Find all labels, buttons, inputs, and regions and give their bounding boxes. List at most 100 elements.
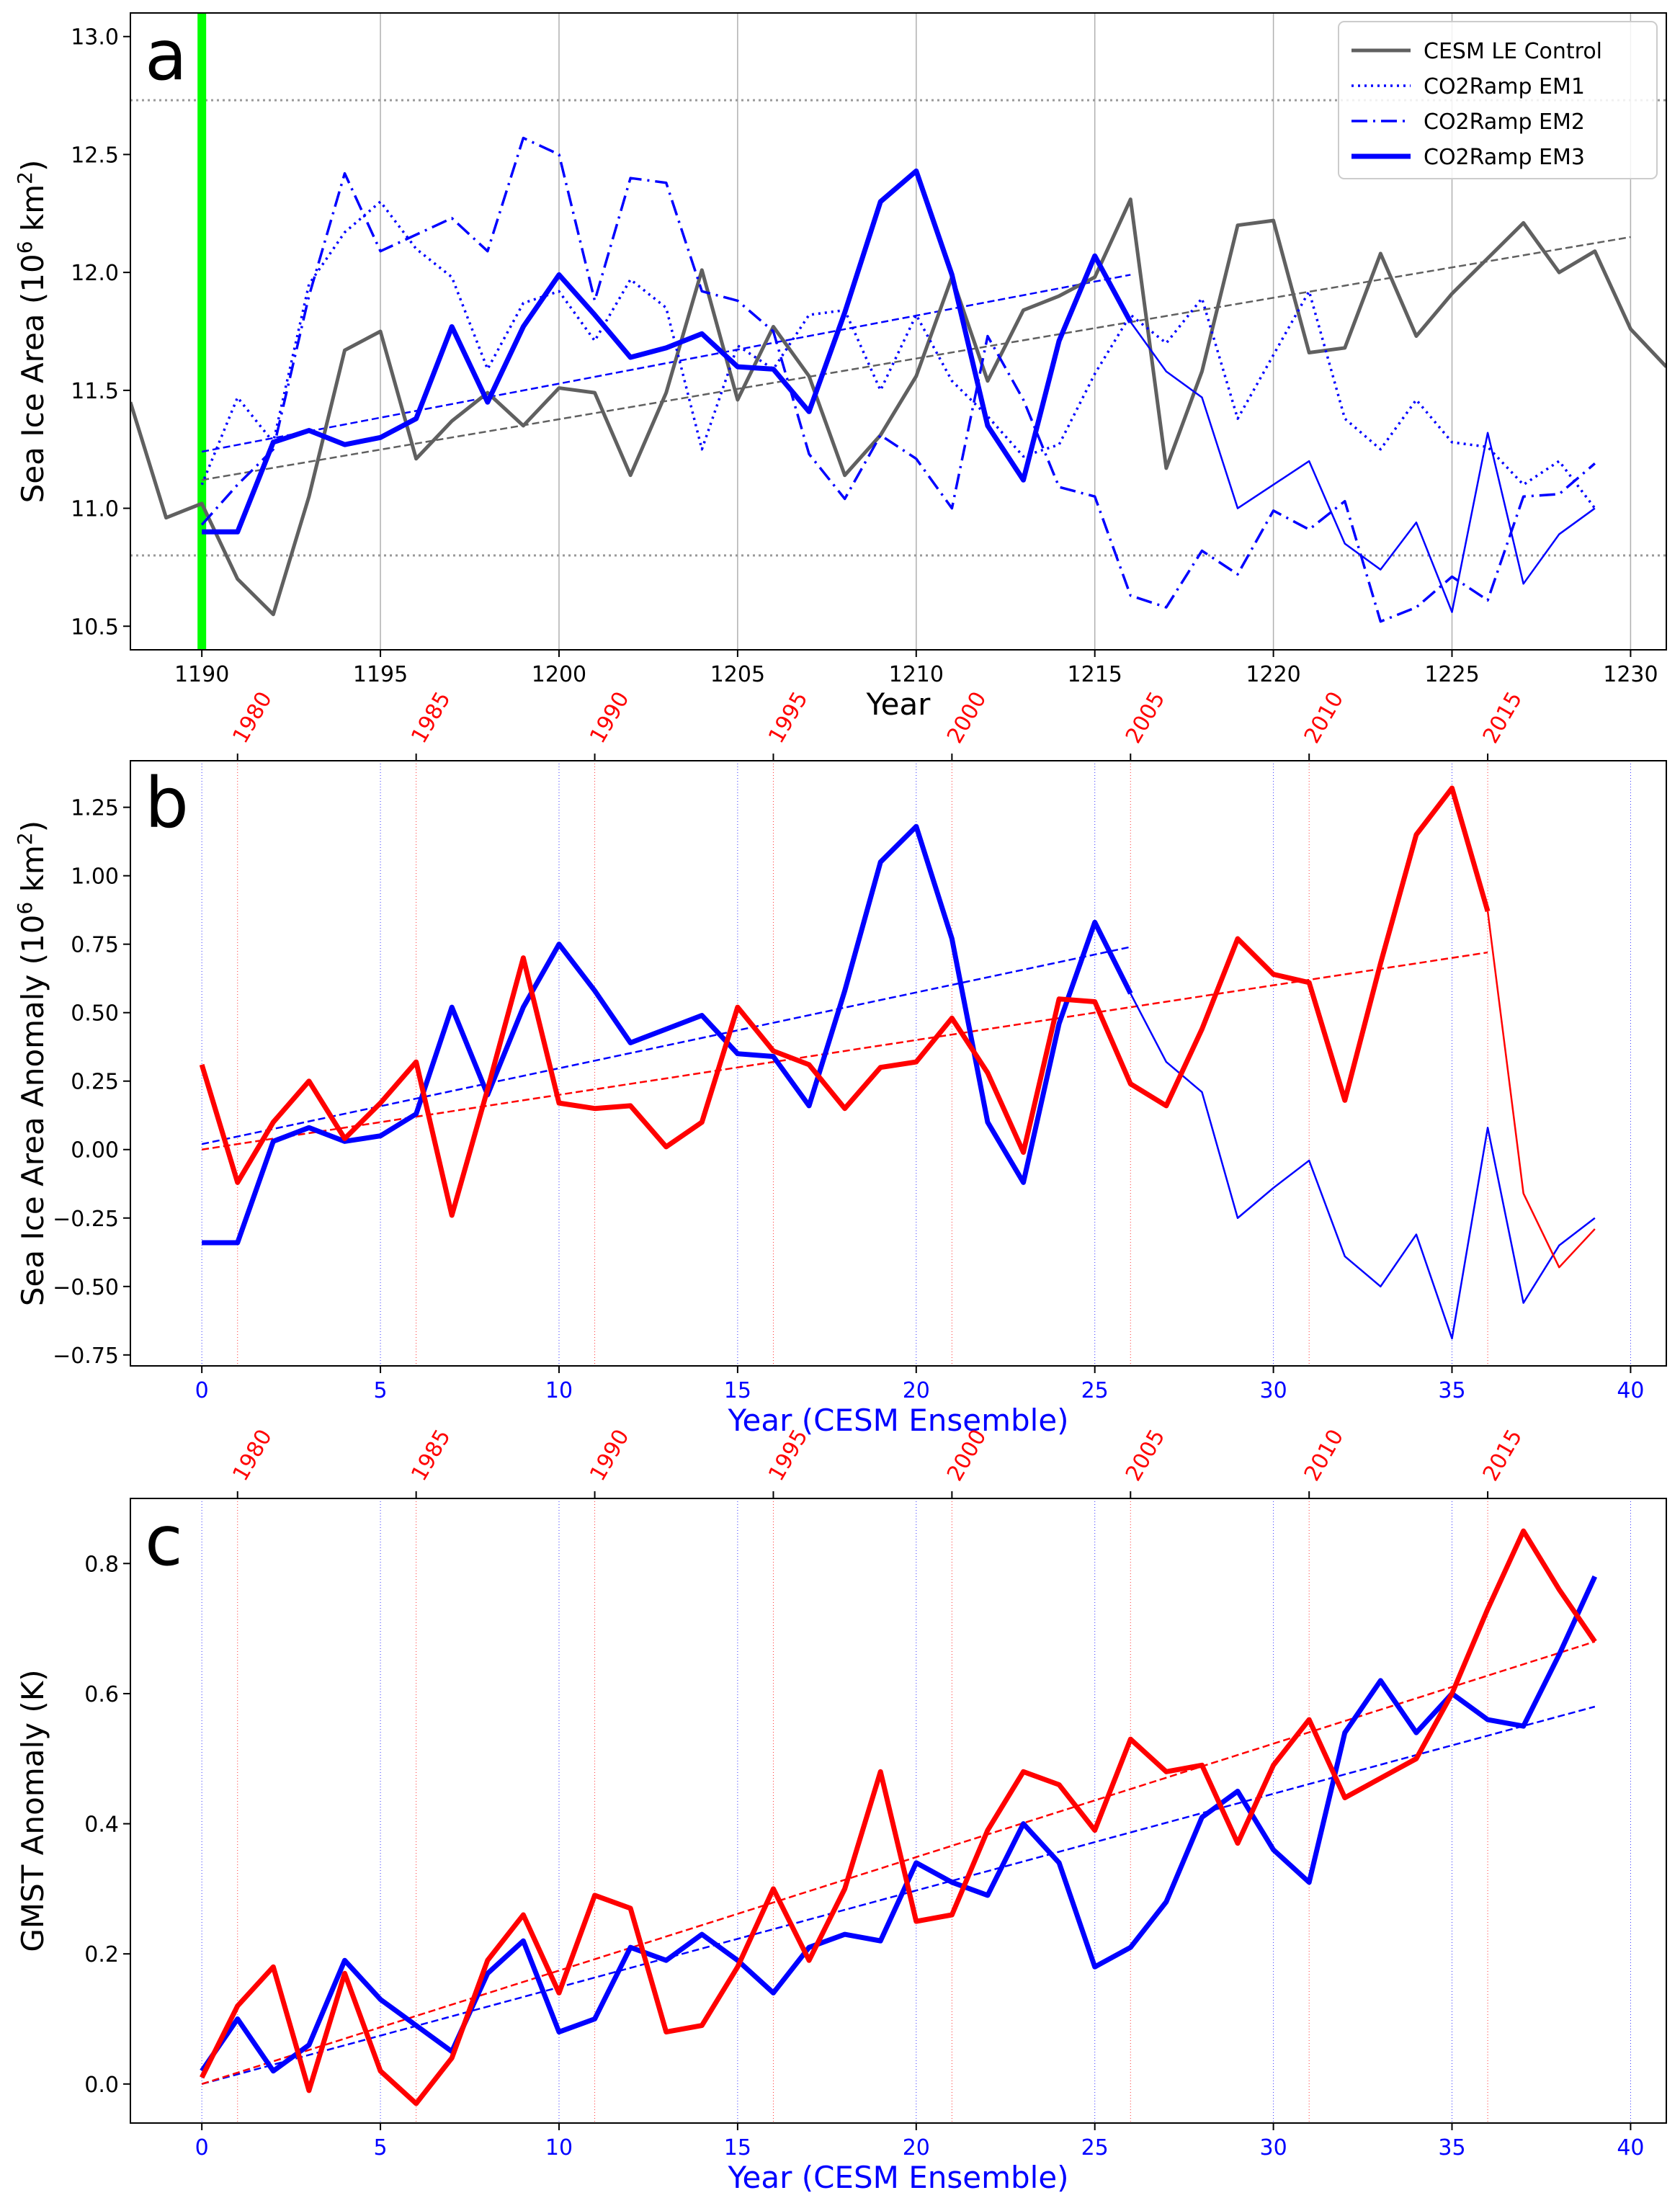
legend-box xyxy=(1338,21,1658,179)
y-tick-label: 10.5 xyxy=(71,615,119,640)
trend-line xyxy=(201,236,1631,481)
series-blue-thick xyxy=(202,823,1133,1246)
series-red xyxy=(200,1528,1597,2106)
panel-c: 0 5 10 15 20 25 30 35 40 0.0 0.2 0.4 0.6 0.8 1980 1985 1… xyxy=(15,1425,1667,2195)
y-tick-label: 0.6 xyxy=(84,1682,119,1707)
trend-line xyxy=(201,1705,1596,2086)
plot-area xyxy=(199,761,1631,1366)
legend-entry: CO2Ramp EM3 xyxy=(1424,145,1585,170)
x-tick-label: 10 xyxy=(545,1378,573,1403)
x-tick-label: 20 xyxy=(903,2135,930,2160)
x-tick-label: 1200 xyxy=(532,662,586,687)
top-axis-year-label: 2010 xyxy=(1300,687,1349,748)
legend-entry: CESM LE Control xyxy=(1424,39,1602,64)
x-axis-label: Year xyxy=(866,687,931,722)
plot-area xyxy=(130,13,1666,650)
y-axis-label-part: 2 xyxy=(13,171,37,184)
top-axis-year-label: 1985 xyxy=(406,687,455,748)
series-blue-thin xyxy=(1130,993,1596,1340)
panel-letter: c xyxy=(145,1501,183,1581)
x-tick-label: 0 xyxy=(195,2135,209,2160)
series-co2ramp-em2 xyxy=(200,136,1596,623)
panel-letter: a xyxy=(145,15,187,96)
y-tick-label: 0.4 xyxy=(84,1813,119,1838)
trend-line xyxy=(201,946,1131,1145)
trend-line xyxy=(201,1640,1596,2086)
y-tick-label: 11.5 xyxy=(71,379,119,404)
top-axis-year-label: 2000 xyxy=(942,687,991,748)
series-red-thick xyxy=(199,785,1491,1218)
y-tick-label: 0.50 xyxy=(71,1001,119,1027)
top-axis-year-label: 2005 xyxy=(1121,1425,1170,1485)
x-tick-label: 0 xyxy=(195,1378,209,1403)
x-tick-label: 35 xyxy=(1438,1378,1465,1403)
series-co2ramp-em1 xyxy=(200,200,1596,509)
x-tick-label: 1220 xyxy=(1246,662,1300,687)
y-axis-label-part: km xyxy=(15,184,50,241)
y-axis-label-part: 6 xyxy=(13,902,37,915)
x-tick-label: 15 xyxy=(724,1378,751,1403)
legend-entry: CO2Ramp EM1 xyxy=(1424,74,1585,99)
y-tick-label: −0.75 xyxy=(53,1344,119,1369)
y-axis-label-part: 2 xyxy=(13,832,37,845)
top-axis-year-label: 1980 xyxy=(228,1425,277,1485)
y-tick-label: 0.25 xyxy=(71,1070,119,1095)
y-tick-label: 12.0 xyxy=(71,261,119,286)
x-tick-label: 30 xyxy=(1260,2135,1287,2160)
y-tick-label: 0.2 xyxy=(84,1942,119,1967)
y-tick-label: 1.00 xyxy=(71,864,119,890)
top-axis-year-label: 1985 xyxy=(406,1425,455,1485)
y-axis-label-part: ) xyxy=(15,821,50,832)
y-tick-label: 0.8 xyxy=(84,1552,119,1577)
y-tick-label: 12.5 xyxy=(71,143,119,168)
x-tick-label: 10 xyxy=(545,2135,573,2160)
x-tick-label: 40 xyxy=(1617,2135,1644,2160)
x-tick-label: 1215 xyxy=(1068,662,1122,687)
y-tick-label: −0.50 xyxy=(53,1275,119,1300)
x-axis-label: Year (CESM Ensemble) xyxy=(727,1403,1068,1438)
x-axis-label: Year (CESM Ensemble) xyxy=(727,2160,1068,2195)
x-tick-label: 25 xyxy=(1081,1378,1109,1403)
top-axis-year-label: 2015 xyxy=(1478,1425,1527,1485)
y-tick-label: 0.00 xyxy=(71,1138,119,1163)
y-tick-label: 11.0 xyxy=(71,497,119,522)
x-tick-label: 1210 xyxy=(889,662,944,687)
axes-frame xyxy=(130,1498,1667,2124)
trend-line xyxy=(201,274,1131,453)
series-cesm-le-control xyxy=(130,197,1666,617)
x-tick-label: 35 xyxy=(1438,2135,1465,2160)
x-tick-label: 1230 xyxy=(1603,662,1658,687)
top-axis-year-label: 1980 xyxy=(228,687,277,748)
y-tick-label: 0.75 xyxy=(71,933,119,958)
y-axis-label: Sea Ice Area Anomaly (106 km2) xyxy=(13,821,51,1306)
y-tick-label: 0.0 xyxy=(84,2073,119,2098)
series-red-thin xyxy=(1486,911,1596,1269)
top-axis-year-label: 2015 xyxy=(1478,687,1527,748)
x-tick-label: 1195 xyxy=(353,662,408,687)
y-axis-label-part: ) xyxy=(15,160,50,171)
x-tick-label: 40 xyxy=(1617,1378,1644,1403)
y-axis-label-part: Sea Ice Area Anomaly (10 xyxy=(15,914,50,1306)
legend-entry: CO2Ramp EM2 xyxy=(1424,110,1585,135)
x-tick-label: 15 xyxy=(724,2135,751,2160)
y-axis-label-part: 6 xyxy=(13,241,37,254)
plot-area xyxy=(200,1498,1631,2123)
y-tick-label: −0.25 xyxy=(53,1207,119,1232)
top-axis-year-label: 1995 xyxy=(764,687,813,748)
series-co2ramp-em3-thick xyxy=(202,168,1133,535)
top-axis-year-label: 1990 xyxy=(585,687,634,748)
panel-letter: b xyxy=(145,763,189,844)
y-tick-label: 13.0 xyxy=(71,25,119,50)
series-co2ramp-em3-thin xyxy=(1130,321,1596,613)
series-blue xyxy=(200,1575,1598,2074)
x-tick-label: 1190 xyxy=(174,662,229,687)
legend: CESM LE Control CO2Ramp EM1 CO2Ramp EM2 CO2… xyxy=(1338,21,1658,179)
x-tick-label: 1225 xyxy=(1424,662,1479,687)
y-axis-label: GMST Anomaly (K) xyxy=(15,1669,50,1952)
top-axis-year-label: 2005 xyxy=(1121,687,1170,748)
panel-b: 0 5 10 15 20 25 30 35 40 −0.75 −0.50 −0.25 0.00 0.25 0… xyxy=(13,687,1667,1438)
x-tick-label: 20 xyxy=(903,1378,930,1403)
axes-frame xyxy=(130,760,1667,1367)
panel-a: 1190 1195 1200 1205 1210 1215 1220 1225 1230 10.5… xyxy=(13,12,1667,722)
